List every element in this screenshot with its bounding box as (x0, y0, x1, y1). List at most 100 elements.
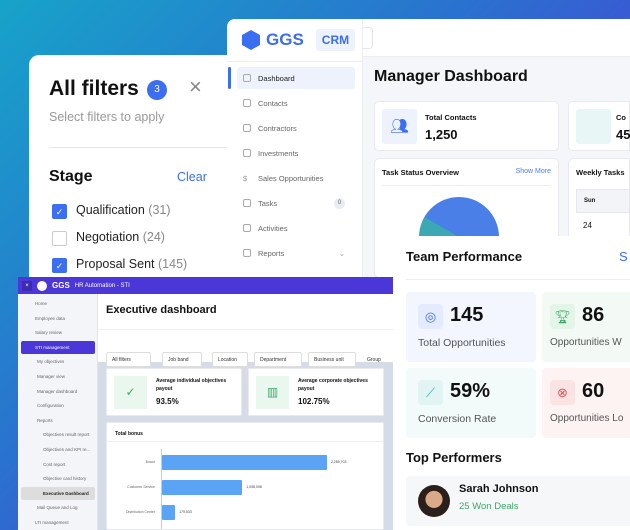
card-value: 45 (616, 127, 630, 142)
stat-total-opportunities: ◎ 145 Total Opportunities (406, 292, 536, 362)
filter-count-badge: 3 (147, 80, 167, 100)
contacts-icon (243, 99, 251, 107)
nav-label: Contractors (258, 123, 297, 133)
option-count: (31) (148, 203, 171, 217)
filter-dropdown[interactable]: Location (212, 352, 248, 367)
card-title: Weekly Tasks (576, 168, 625, 177)
nav-tasks[interactable]: Tasks 0 (237, 192, 355, 214)
hr-nav-item[interactable]: Objectives and KPI re... (43, 447, 91, 452)
close-sidebar-icon[interactable]: × (22, 280, 32, 291)
kpi-individual-card: ✓ Average individual objectives payout 9… (106, 368, 242, 416)
performer-row[interactable]: Sarah Johnson 25 Won Deals (406, 476, 630, 526)
avatar (418, 485, 450, 517)
nav-label: Reports (258, 248, 285, 258)
kpi-value: 102.75% (298, 397, 330, 406)
stat-value: 145 (450, 304, 484, 326)
hr-nav-item[interactable]: My objectives (37, 359, 65, 365)
team-performance-panel: Team Performance S ◎ 145 Total Opportuniti… (393, 236, 630, 530)
target-icon: ◎ (418, 304, 443, 329)
kpi-corporate-card: ▥ Average corporate objectives payout 10… (248, 368, 384, 416)
hr-main: Executive dashboard ✓ Average individual… (98, 294, 395, 530)
user-check-icon: ✓ (114, 376, 147, 409)
filter-dropdown[interactable]: Group (367, 356, 381, 363)
filter-dropdown[interactable]: All filters (106, 352, 151, 367)
nav-reports[interactable]: Reports ⌄ (237, 242, 355, 264)
tasks-badge: 0 (334, 197, 345, 209)
hr-nav-item[interactable]: Objectives result report (43, 432, 90, 438)
nav-activities[interactable]: Activities (237, 217, 355, 239)
collapse-sidebar-button[interactable] (363, 27, 373, 49)
hr-nav-item[interactable]: Executive Dashboard (21, 486, 95, 500)
nav-label: Activities (258, 223, 288, 233)
calendar-date[interactable]: 24 (583, 221, 592, 230)
stat-label: Conversion Rate (418, 413, 497, 425)
stat-label: Opportunities W (550, 337, 622, 348)
total-bonus-card: Total bonus Board 2,255,703 Customer Servi… (106, 422, 384, 530)
show-more-link[interactable]: Show More (515, 168, 551, 175)
dashboard-icon (243, 74, 251, 82)
bar-label: Board (145, 460, 155, 464)
option-label: Qualification (76, 203, 145, 217)
briefcase-icon (243, 124, 251, 132)
total-contacts-card: 👥︎ Total Contacts 1,250 (374, 101, 559, 151)
hr-nav-item[interactable]: Cost report (43, 461, 66, 467)
hr-nav-item[interactable]: STI management (21, 340, 95, 354)
page-title: Executive dashboard (106, 304, 217, 316)
y-axis (161, 449, 162, 529)
hr-nav-item[interactable]: Employee data (35, 315, 66, 321)
nav-contacts[interactable]: Contacts (237, 92, 355, 114)
stat-value: 60 (582, 380, 605, 402)
nav-sales-opportunities[interactable]: $ Sales Opportunities (237, 167, 355, 189)
stat-value: 59% (450, 380, 491, 402)
option-negotiation[interactable]: Negotiation (24) (76, 230, 165, 244)
tasks-icon (243, 199, 251, 207)
clear-button[interactable]: Clear (177, 170, 207, 184)
see-all-link[interactable]: S (619, 249, 628, 264)
crm-topbar (363, 19, 630, 57)
hr-nav-item[interactable]: Reports (37, 417, 53, 423)
option-proposal-sent[interactable]: Proposal Sent (145) (76, 257, 187, 271)
hr-nav-item[interactable]: Salary review (35, 330, 63, 336)
hr-nav-item[interactable]: Manager dashboard (37, 388, 78, 394)
nav-label: Sales Opportunities (258, 173, 324, 183)
checkbox-qualification[interactable]: ✓ (52, 204, 67, 219)
card-label: Co (616, 113, 626, 122)
hr-nav-item[interactable]: Home (35, 301, 48, 306)
checkbox-negotiation[interactable] (52, 231, 67, 246)
nav-dashboard[interactable]: Dashboard (237, 67, 355, 89)
logo-icon (37, 280, 47, 291)
filter-dropdown[interactable]: Business unit (308, 352, 356, 367)
brand: GGS (266, 30, 304, 49)
performer-deals: 25 Won Deals (459, 501, 519, 512)
hr-nav-item[interactable]: LTI management (35, 520, 69, 525)
hr-window: × GGS HR Automation - STI Home Employee d… (18, 277, 395, 530)
filters-panel: All filters 3 × Select filters to apply … (29, 55, 227, 277)
checkbox-proposal-sent[interactable]: ✓ (52, 258, 67, 273)
filters-subtitle: Select filters to apply (49, 110, 165, 124)
bar-value: 1,098,098 (246, 485, 262, 489)
user-check-icon (576, 109, 611, 144)
hr-nav-item[interactable]: Objective card history (43, 476, 87, 482)
active-indicator (228, 67, 231, 89)
stage-heading: Stage (49, 168, 93, 185)
users-icon: 👥︎ (382, 109, 417, 144)
hr-nav-item[interactable]: Manager view (37, 374, 66, 379)
filter-dropdown[interactable]: Job band (162, 352, 202, 367)
hr-nav-item[interactable]: Configuration (37, 403, 64, 409)
option-label: Proposal Sent (76, 257, 155, 271)
contacts-card-2: Co 45 (568, 101, 630, 151)
chart-title: Total bonus (115, 431, 143, 437)
bar (162, 505, 176, 520)
activities-icon (243, 224, 251, 232)
bar-label: Distribution Center (126, 510, 155, 514)
filter-dropdown[interactable]: Department (254, 352, 302, 367)
hr-nav-item[interactable]: Mail Queue and Log (37, 505, 78, 511)
brand: GGS (52, 281, 70, 290)
nav-investments[interactable]: Investments (237, 142, 355, 164)
bar-label: Customer Service (127, 485, 155, 489)
option-qualification[interactable]: Qualification (31) (76, 203, 171, 217)
nav-contractors[interactable]: Contractors (237, 117, 355, 139)
panel-title: Team Performance (406, 249, 523, 264)
close-icon[interactable]: × (189, 74, 202, 99)
crm-logo: GGS CRM (242, 29, 356, 51)
